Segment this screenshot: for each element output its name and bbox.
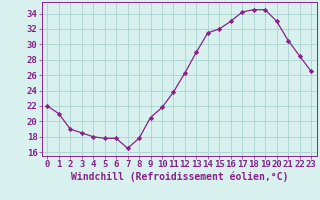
X-axis label: Windchill (Refroidissement éolien,°C): Windchill (Refroidissement éolien,°C) bbox=[70, 172, 288, 182]
